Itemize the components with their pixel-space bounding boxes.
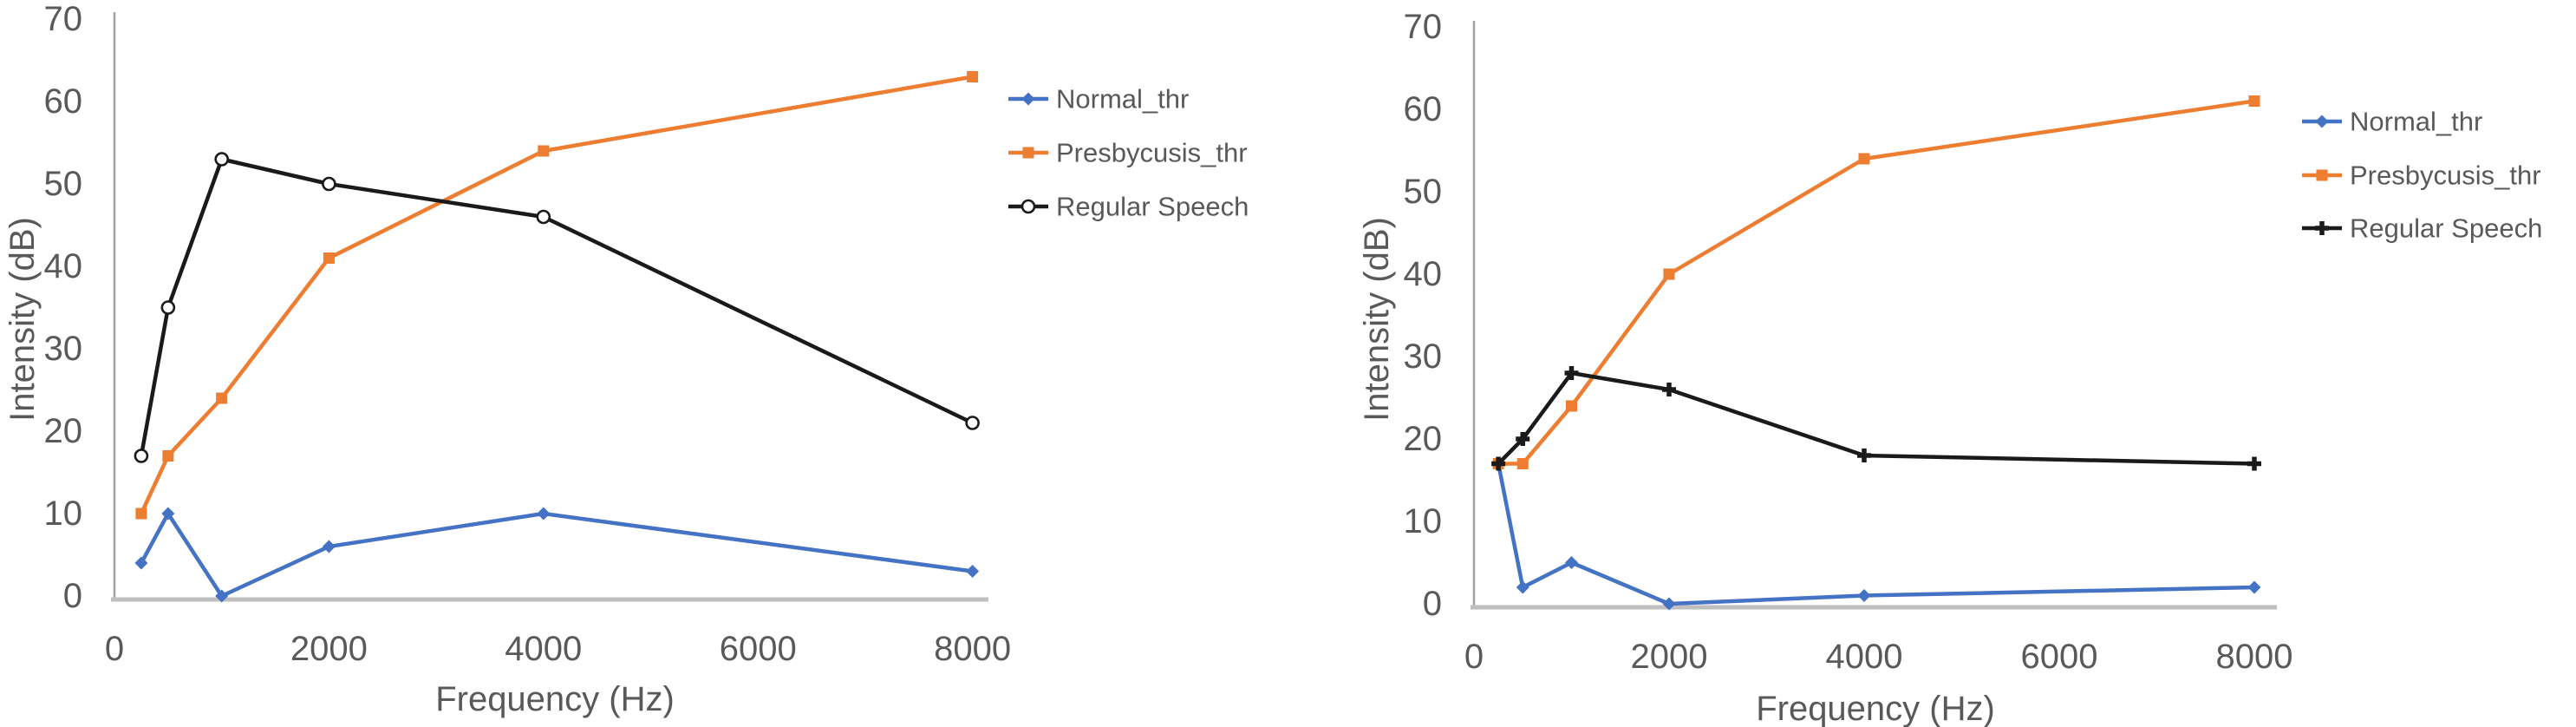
square-marker	[1566, 400, 1577, 412]
square-marker	[323, 252, 335, 264]
y-tick-label: 0	[1423, 585, 1442, 623]
x-tick-label: 0	[105, 630, 124, 668]
open-circle-marker	[322, 176, 336, 192]
plus-marker	[1662, 383, 1676, 396]
y-tick-label: 60	[1404, 90, 1443, 128]
legend-item-regular-speech: Regular Speech	[2302, 213, 2542, 244]
plus-marker	[1491, 456, 1506, 471]
right-audiogram-chart: 0 10 20 30 40 50 60 70 0 2000 4000 6000 8000 Frequenc…	[1358, 8, 2542, 727]
x-tick-label: 0	[1464, 638, 1484, 676]
diamond-marker	[2247, 580, 2261, 594]
x-axis-title: Frequency (Hz)	[435, 680, 675, 718]
legend-item-regular-speech: Regular Speech	[1008, 192, 1249, 222]
square-marker	[1516, 458, 1529, 469]
y-tick-label: 30	[44, 330, 83, 368]
open-circle-marker	[160, 300, 176, 315]
square-marker	[135, 508, 147, 520]
legend-item-presbycusis-thr: Presbycusis_thr	[2302, 160, 2541, 191]
x-tick-label: 8000	[934, 630, 1011, 668]
diamond-marker	[215, 589, 229, 603]
x-tick-label: 2000	[1631, 638, 1708, 676]
square-marker	[2248, 95, 2260, 107]
diamond-marker	[1857, 589, 1871, 602]
diamond-marker	[1662, 597, 1676, 611]
open-circle-marker	[965, 416, 980, 430]
open-circle-marker	[536, 209, 551, 225]
x-tick-label: 4000	[505, 630, 582, 668]
open-circle-marker	[134, 449, 149, 463]
legend-item-presbycusis-thr: Presbycusis_thr	[1008, 138, 1248, 168]
y-tick-label: 20	[1404, 420, 1443, 458]
legend-label: Regular Speech	[1056, 192, 1249, 222]
y-axis-title: Intensity (dB)	[1358, 217, 1396, 422]
legend-label: Normal_thr	[2350, 107, 2482, 137]
y-tick-label: 30	[1404, 337, 1443, 376]
legend-label: Presbycusis_thr	[2350, 160, 2541, 191]
square-marker	[162, 450, 174, 462]
x-tick-label: 8000	[2216, 638, 2293, 676]
square-marker	[216, 392, 228, 404]
diamond-marker	[966, 565, 980, 578]
plus-marker	[2247, 456, 2261, 471]
series-line-normal-thr	[1496, 462, 2257, 606]
x-tick-label: 6000	[720, 630, 797, 668]
diamond-marker	[134, 556, 148, 570]
y-tick-label: 50	[1404, 173, 1443, 211]
series-line-regular-speech	[139, 157, 975, 458]
y-axis-title: Intensity (dB)	[3, 217, 42, 422]
series-line-presbycusis-thr	[139, 75, 975, 516]
diamond-marker	[1565, 556, 1578, 569]
x-tick-label: 6000	[2021, 638, 2098, 676]
y-tick-label: 40	[44, 247, 83, 285]
y-tick-label: 0	[63, 577, 82, 615]
y-tick-label: 20	[44, 412, 83, 450]
x-tick-label: 2000	[290, 630, 368, 668]
square-marker	[538, 145, 550, 157]
square-marker	[1022, 147, 1034, 159]
plus-marker	[2315, 221, 2329, 235]
legend-label: Regular Speech	[2350, 213, 2542, 244]
series-line-presbycusis-thr	[1496, 99, 2257, 466]
y-tick-label: 40	[1404, 255, 1443, 293]
series-line-normal-thr	[139, 511, 975, 599]
x-axis-title: Frequency (Hz)	[1756, 690, 1995, 727]
y-tick-label: 50	[44, 165, 83, 203]
y-tick-label: 60	[44, 82, 83, 121]
series-line-regular-speech	[1496, 370, 2257, 466]
diamond-marker	[161, 507, 175, 521]
diamond-marker	[537, 507, 551, 521]
y-tick-label: 70	[1404, 8, 1443, 46]
y-tick-label: 70	[44, 0, 83, 38]
legend-label: Normal_thr	[1056, 84, 1189, 115]
left-audiogram-chart: 0 10 20 30 40 50 60 70 0 2000 4000 6000 8000 Frequenc…	[3, 0, 1249, 718]
legend: Normal_thr Presbycusis_thr Regular Speech	[1008, 84, 1249, 222]
y-tick-label: 10	[44, 494, 83, 533]
legend-item-normal-thr: Normal_thr	[1008, 84, 1189, 115]
x-tick-label: 4000	[1826, 638, 1903, 676]
square-marker	[1663, 268, 1675, 280]
diamond-marker	[1516, 580, 1529, 594]
diamond-marker	[2315, 115, 2329, 128]
diamond-marker	[322, 540, 336, 553]
diamond-marker	[1021, 92, 1035, 106]
legend-item-normal-thr: Normal_thr	[2302, 107, 2482, 137]
y-tick-label: 10	[1404, 502, 1443, 540]
plus-marker	[1857, 449, 1871, 462]
square-marker	[1858, 153, 1870, 165]
plus-marker	[1516, 432, 1530, 446]
square-marker	[967, 71, 979, 82]
open-circle-marker	[214, 152, 229, 167]
square-marker	[2316, 169, 2328, 181]
legend-label: Presbycusis_thr	[1056, 138, 1248, 168]
legend: Normal_thr Presbycusis_thr Regular Speech	[2302, 107, 2542, 244]
open-circle-marker	[1021, 199, 1036, 214]
plus-marker	[1564, 366, 1579, 380]
